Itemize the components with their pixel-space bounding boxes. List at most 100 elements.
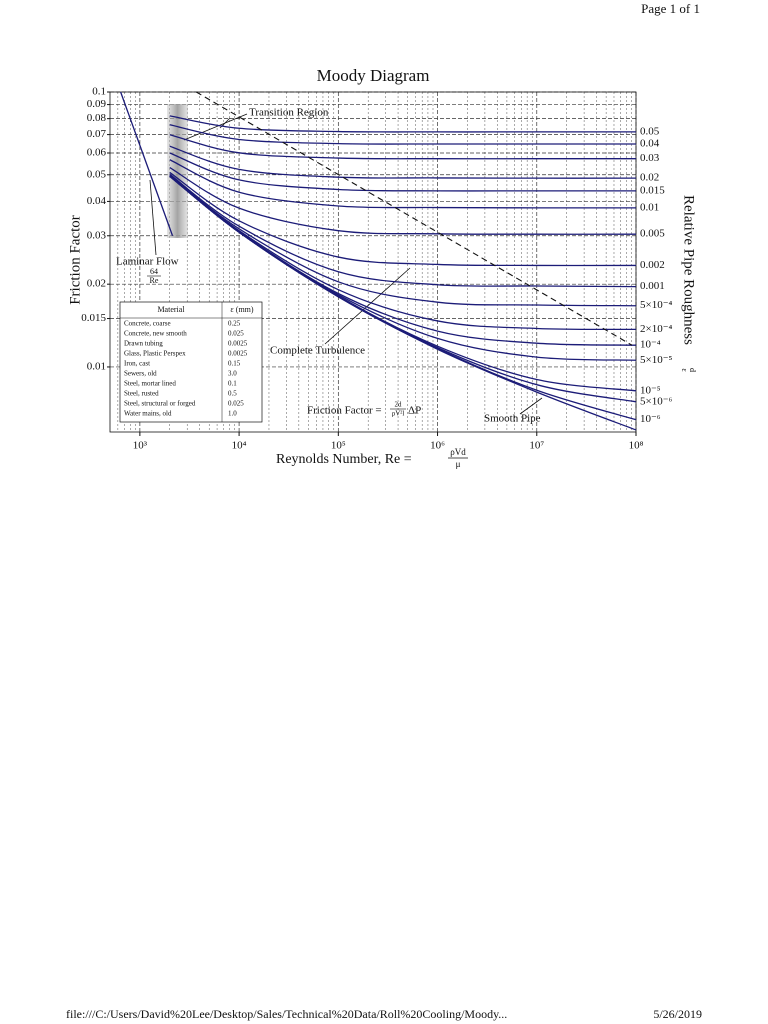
curve (195, 91, 633, 346)
laminar-den: Re (150, 276, 159, 285)
roughness-label: 0.05 (640, 125, 660, 137)
x-tick-label: 10⁸ (629, 440, 644, 452)
curve (120, 91, 174, 236)
roughness-label: 0.01 (640, 201, 659, 213)
roughness-label: 5×10⁻⁵ (640, 354, 673, 366)
table-cell: 1.0 (228, 410, 237, 418)
chart: Moody Diagram Friction Factor Relative P… (67, 66, 697, 469)
table-cell: 0.5 (228, 390, 237, 398)
curve (169, 152, 636, 192)
friction-rhs: ΔP (408, 405, 421, 417)
roughness-label: 0.02 (640, 172, 659, 184)
y2-axis-label: Relative Pipe Roughness (681, 195, 697, 345)
curve (169, 173, 637, 288)
laminar-num: 64 (150, 267, 158, 276)
series-group (120, 91, 637, 431)
y-tick-label: 0.02 (87, 278, 106, 290)
roughness-label: 10⁻⁶ (640, 413, 661, 425)
x-tick-label: 10⁴ (232, 440, 247, 452)
curve (169, 124, 636, 145)
roughness-label: 2×10⁻⁴ (640, 323, 673, 335)
annotation-turbulence: Complete Turbulence (270, 345, 365, 357)
plot-frame (109, 91, 637, 433)
y-tick-label: 0.08 (87, 112, 107, 124)
y-tick-label: 0.07 (87, 128, 107, 140)
curve (169, 145, 637, 179)
curve (169, 174, 637, 307)
y-tick-label: 0.03 (87, 229, 107, 241)
table-cell: 0.025 (228, 330, 244, 338)
y-tick-label: 0.01 (87, 360, 106, 372)
table-cell: Sewers, old (124, 370, 157, 378)
annotation-smooth: Smooth Pipe (484, 413, 541, 425)
roughness-label: 0.03 (640, 152, 660, 164)
y-tick-label: 0.015 (81, 312, 106, 324)
arrow (519, 397, 543, 415)
table-cell: Concrete, new smooth (124, 330, 187, 338)
y-tick-label: 0.04 (87, 195, 107, 207)
x-tick-label: 10⁷ (529, 440, 544, 452)
y-tick-label: 0.05 (87, 168, 107, 180)
table-frame (119, 301, 263, 423)
transition-shade (167, 104, 188, 238)
table-header: ε (mm) (230, 305, 253, 314)
y-tick-label: 0.1 (92, 86, 106, 98)
footer-url: file:///C:/Users/David%20Lee/Desktop/Sal… (66, 1007, 507, 1021)
friction-num: 2d (395, 401, 403, 409)
curve (169, 159, 637, 209)
roughness-label: 5×10⁻⁴ (640, 299, 673, 311)
arrow (183, 113, 248, 141)
x-axis-label: Reynolds Number, Re = (276, 452, 412, 467)
chart-title: Moody Diagram (317, 66, 430, 85)
y2-label-num: ε (680, 368, 689, 372)
roughness-label: 0.04 (640, 138, 660, 150)
table-cell: Steel, rusted (124, 390, 159, 398)
table-cell: Steel, structural or forged (124, 400, 196, 408)
curve (169, 175, 637, 431)
table-header: Material (157, 305, 185, 314)
footer-date: 5/26/2019 (653, 1007, 702, 1021)
roughness-label: 5×10⁻⁶ (640, 395, 673, 407)
roughness-label: 0.015 (640, 184, 665, 196)
roughness-label: 10⁻⁵ (640, 384, 661, 396)
y-tick-label: 0.09 (87, 98, 107, 110)
arrow (324, 267, 411, 345)
y-tick-label: 0.06 (87, 147, 107, 159)
x-tick-label: 10⁵ (331, 440, 346, 452)
curve (169, 134, 636, 160)
table-cell: Concrete, coarse (124, 320, 171, 328)
table-cell: Iron, cast (124, 360, 150, 368)
x-label-den: μ (456, 459, 461, 469)
roughness-label: 0.001 (640, 280, 665, 292)
annotation-laminar: Laminar Flow (116, 256, 179, 268)
table-cell: Drawn tubing (124, 340, 163, 348)
y-axis-label: Friction Factor (67, 215, 83, 305)
material-table: Material ε (mm) Concrete, coarse 0.25 Concre… (119, 301, 263, 423)
x-label-num: ρVd (450, 447, 466, 457)
table-cell: 0.025 (228, 400, 244, 408)
roughness-label: 0.002 (640, 259, 665, 271)
table-cell: 0.1 (228, 380, 237, 388)
annotation-friction: Friction Factor = (307, 405, 382, 417)
table-cell: 0.25 (228, 320, 241, 328)
table-cell: 0.0025 (228, 350, 248, 358)
table-cell: Water mains, old (124, 410, 172, 418)
table-cell: 3.0 (228, 370, 237, 378)
x-tick-label: 10³ (133, 440, 148, 452)
roughness-label: 10⁻⁴ (640, 339, 661, 351)
curve (169, 115, 636, 133)
y2-label-den: d (688, 368, 697, 372)
friction-den: ρV²l (392, 410, 405, 418)
table-cell: 0.15 (228, 360, 241, 368)
arrow (149, 179, 157, 256)
page-header: Page 1 of 1 (641, 1, 700, 16)
table-cell: Glass, Plastic Perspex (124, 350, 186, 358)
curve (169, 171, 637, 267)
annotation-transition: Transition Region (249, 107, 329, 119)
roughness-label: 0.005 (640, 228, 665, 240)
table-cell: 0.0025 (228, 340, 248, 348)
x-tick-label: 10⁶ (430, 440, 445, 452)
table-cell: Steel, mortar lined (124, 380, 176, 388)
